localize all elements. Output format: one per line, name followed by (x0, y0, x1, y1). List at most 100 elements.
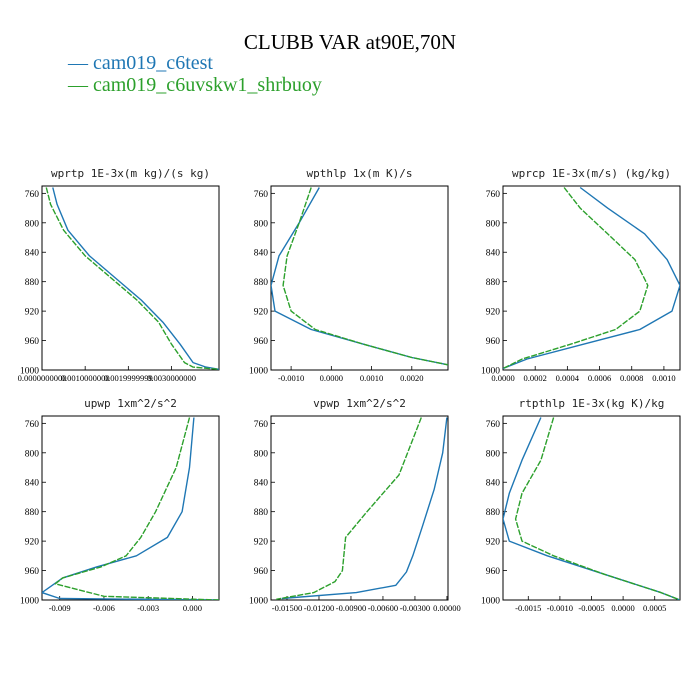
x-tick-label: 0.0010 (360, 373, 383, 383)
y-tick-label: 1000 (20, 367, 39, 377)
y-tick-label: 840 (25, 249, 40, 259)
y-tick-label: 1000 (481, 597, 500, 607)
series-line-c6test (271, 187, 448, 366)
x-tick-label: 0.0005 (643, 603, 666, 613)
legend: — cam019_c6test — cam019_c6uvskw1_shrbuo… (68, 52, 322, 96)
y-tick-label: 800 (254, 449, 269, 459)
y-tick-label: 800 (25, 219, 40, 229)
y-tick-label: 1000 (20, 597, 39, 607)
series-line-shrbuoy (54, 417, 219, 600)
plot-title: wpthlp 1x(m K)/s (307, 167, 413, 180)
x-tick-label: 0.0020 (400, 373, 423, 383)
y-tick-label: 840 (25, 479, 40, 489)
plot-frame (270, 415, 449, 601)
y-tick-label: 960 (254, 567, 269, 577)
y-tick-label: 1000 (481, 367, 500, 377)
plot-title: vpwp 1xm^2/s^2 (313, 397, 406, 410)
plot-panel: vpwp 1xm^2/s^2 760 800 840 880 920 960 1000 -0.0… (249, 397, 461, 613)
plot-title: rtpthlp 1E-3x(kg K)/kg (519, 397, 665, 410)
x-tick-label: -0.00900 (336, 603, 366, 613)
x-tick-label: 0.0000000000 (18, 373, 67, 383)
series-line-shrbuoy (276, 417, 422, 600)
x-tick-label: 0.0010000000 (61, 373, 110, 383)
y-tick-label: 920 (25, 538, 40, 548)
legend-item-c6test: — cam019_c6test (68, 52, 322, 74)
x-tick-label: 0.0000 (491, 373, 514, 383)
figure-title: CLUBB VAR at90E,70N (243, 30, 457, 54)
y-tick-label: 760 (486, 420, 501, 430)
y-tick-label: 960 (25, 567, 40, 577)
series-line-shrbuoy (503, 187, 649, 370)
plot-panel: upwp 1xm^2/s^2 760 800 840 880 920 960 1000 -0.0… (20, 397, 220, 613)
series-line-shrbuoy (514, 417, 680, 600)
y-tick-label: 1000 (249, 597, 268, 607)
series-line-c6test (52, 187, 219, 370)
y-tick-label: 880 (25, 278, 40, 288)
x-tick-label: 0.0008 (620, 373, 643, 383)
x-tick-label: -0.003 (137, 603, 159, 613)
y-tick-label: 800 (254, 219, 269, 229)
x-tick-label: -0.009 (49, 603, 71, 613)
y-tick-label: 960 (25, 337, 40, 347)
y-tick-label: 760 (25, 420, 40, 430)
y-tick-label: 760 (25, 190, 40, 200)
x-tick-label: -0.01200 (304, 603, 334, 613)
series-line-c6test (503, 417, 680, 600)
x-tick-label: 0.0019999999 (104, 373, 153, 383)
x-tick-label: 0.0006 (588, 373, 611, 383)
y-tick-label: 800 (486, 449, 501, 459)
series-line-shrbuoy (282, 187, 448, 366)
y-tick-label: 840 (486, 479, 501, 489)
y-tick-label: 760 (254, 420, 269, 430)
y-tick-label: 1000 (249, 367, 268, 377)
legend-label: cam019_c6uvskw1_shrbuoy (93, 74, 322, 96)
y-tick-label: 960 (486, 337, 501, 347)
x-tick-label: -0.00600 (368, 603, 398, 613)
y-tick-label: 920 (254, 538, 269, 548)
y-tick-label: 840 (254, 479, 269, 489)
x-tick-label: -0.01500 (272, 603, 302, 613)
y-tick-label: 800 (486, 219, 501, 229)
y-tick-label: 920 (25, 308, 40, 318)
series-line-shrbuoy (45, 187, 219, 370)
plot-frame (270, 185, 449, 371)
legend-label: cam019_c6test (93, 52, 213, 74)
x-tick-label: 0.0000 (320, 373, 343, 383)
y-tick-label: 840 (254, 249, 269, 259)
x-tick-label: -0.0015 (515, 603, 541, 613)
y-tick-label: 920 (486, 538, 501, 548)
y-tick-label: 880 (254, 508, 269, 518)
x-tick-label: -0.00300 (400, 603, 430, 613)
plot-frame (41, 415, 220, 601)
y-tick-label: 880 (486, 278, 501, 288)
plot-title: wprtp 1E-3x(m kg)/(s kg) (51, 167, 210, 180)
x-tick-label: 0.00000 (433, 603, 461, 613)
legend-dash: — (68, 74, 93, 96)
x-tick-label: -0.0005 (578, 603, 604, 613)
plot-panel: wprtp 1E-3x(m kg)/(s kg) 760 800 840 880 920 9… (18, 167, 220, 383)
plot-panel: wpthlp 1x(m K)/s 760 800 840 880 920 960 1000 -0… (249, 167, 449, 383)
y-tick-label: 960 (254, 337, 269, 347)
y-tick-label: 760 (254, 190, 269, 200)
legend-dash: — (68, 52, 93, 74)
y-tick-label: 800 (25, 449, 40, 459)
y-tick-label: 960 (486, 567, 501, 577)
y-tick-label: 880 (254, 278, 269, 288)
x-tick-label: -0.0010 (278, 373, 304, 383)
x-tick-label: -0.0010 (547, 603, 573, 613)
plot-panel: rtpthlp 1E-3x(kg K)/kg 760 800 840 880 920 960… (481, 397, 681, 613)
y-tick-label: 840 (486, 249, 501, 259)
x-tick-label: 0.0010 (652, 373, 675, 383)
plot-panel: wprcp 1E-3x(m/s) (kg/kg) 760 800 840 880 920 9… (481, 167, 681, 383)
y-tick-label: 760 (486, 190, 501, 200)
y-tick-label: 920 (254, 308, 269, 318)
legend-item-shrbuoy: — cam019_c6uvskw1_shrbuoy (68, 74, 322, 96)
y-tick-label: 920 (486, 308, 501, 318)
plot-frame (41, 185, 220, 371)
series-line-c6test (42, 417, 219, 600)
series-line-c6test (503, 186, 680, 370)
plot-title: wprcp 1E-3x(m/s) (kg/kg) (512, 167, 671, 180)
x-tick-label: 0.0002 (523, 373, 546, 383)
series-line-c6test (281, 417, 448, 600)
